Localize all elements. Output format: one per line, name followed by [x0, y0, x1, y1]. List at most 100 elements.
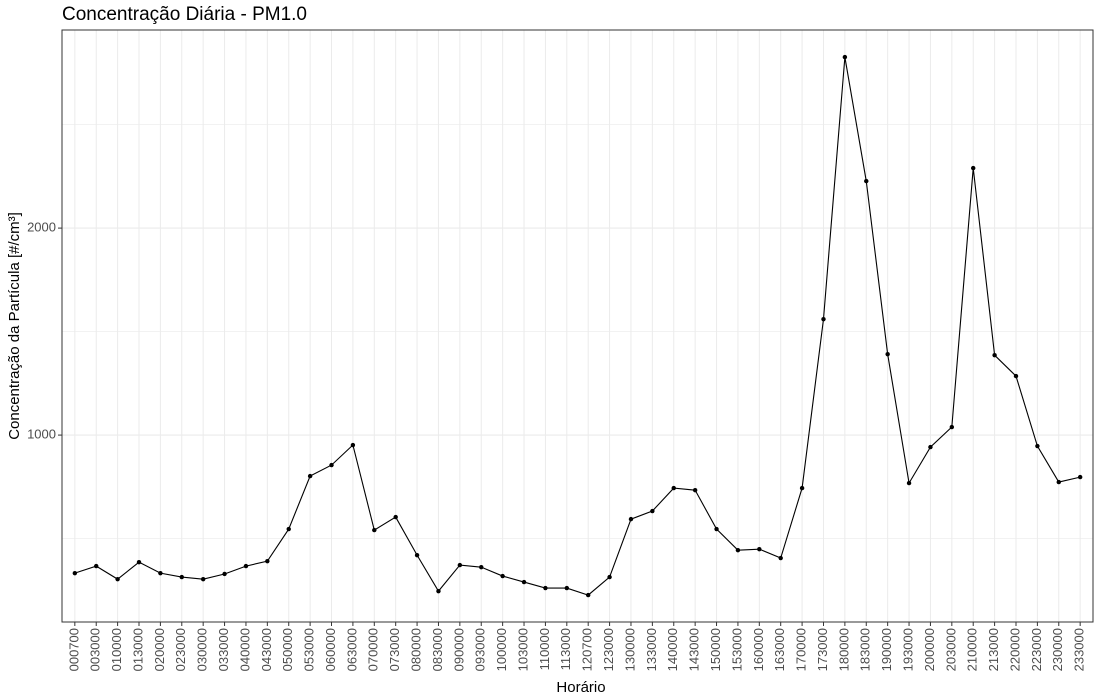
x-tick-label: 053000: [302, 628, 317, 671]
point: [650, 508, 655, 514]
x-tick-label: 180000: [836, 628, 851, 671]
point: [179, 574, 184, 580]
point: [585, 592, 591, 598]
point: [94, 563, 99, 569]
point: [158, 570, 163, 576]
x-tick-label: 210000: [965, 628, 980, 671]
x-tick-label: 223000: [1029, 628, 1044, 671]
x-tick-label: 233000: [1072, 628, 1087, 671]
point: [286, 526, 291, 532]
point: [115, 576, 120, 582]
x-tick-label: 050000: [280, 628, 295, 671]
x-tick-label: 063000: [344, 628, 359, 671]
x-tick-label: 140000: [665, 628, 680, 671]
x-tick-label: 023000: [173, 628, 188, 671]
point: [543, 585, 548, 591]
x-tick-label: 060000: [323, 628, 338, 671]
point: [757, 546, 762, 552]
x-tick-label: 130000: [622, 628, 637, 671]
x-tick-label: 093000: [473, 628, 488, 671]
x-tick-label: 103000: [515, 628, 530, 671]
x-tick-label: 183000: [858, 628, 873, 671]
x-tick-label: 113000: [558, 628, 573, 670]
x-tick-label: 040000: [237, 628, 252, 671]
point: [607, 574, 612, 580]
point: [307, 473, 313, 479]
point: [72, 570, 78, 576]
x-tick-label: 200000: [922, 628, 937, 671]
point: [992, 352, 997, 358]
point: [436, 588, 441, 594]
y-axis-title: Concentração da Partícula [#/cm³]: [6, 212, 23, 440]
x-tick-label: 000700: [66, 628, 81, 671]
point: [1013, 373, 1019, 379]
point: [1077, 474, 1083, 480]
point: [949, 424, 955, 430]
point: [885, 351, 890, 357]
point: [671, 485, 676, 491]
x-tick-label: 073000: [387, 628, 402, 671]
panel-border: [61, 29, 1094, 623]
x-tick-label: 123000: [601, 628, 616, 671]
x-tick-label: 150000: [708, 628, 723, 671]
point: [842, 54, 848, 60]
x-tick-label: 133000: [644, 628, 659, 671]
x-tick-label: 143000: [687, 628, 702, 671]
point: [243, 563, 249, 569]
x-tick-label: 153000: [729, 628, 744, 671]
x-tick-label: 160000: [751, 628, 766, 671]
x-tick-label: 013000: [130, 628, 145, 671]
x-tick-label: 193000: [900, 628, 915, 671]
point: [393, 514, 398, 520]
chart-title: Concentração Diária - PM1.0: [62, 4, 307, 25]
plot: [72, 54, 1083, 598]
point: [971, 165, 976, 171]
point: [521, 579, 527, 585]
point: [500, 573, 505, 579]
point: [821, 316, 826, 322]
point: [864, 178, 869, 184]
point: [1035, 443, 1040, 449]
line: [74, 57, 1081, 596]
x-tick-label: 010000: [109, 628, 124, 671]
x-tick-label: 003000: [88, 628, 103, 671]
x-axis-title: Horário: [556, 679, 605, 696]
point: [778, 555, 783, 561]
point: [414, 552, 420, 558]
point: [479, 564, 484, 570]
x-tick-label: 203000: [943, 628, 958, 671]
x-tick-label: 080000: [409, 628, 424, 671]
x-tick-label: 213000: [986, 628, 1001, 671]
point: [136, 559, 142, 565]
point: [928, 444, 933, 450]
x-tick-label: 120700: [580, 628, 595, 671]
x-tick-label: 170000: [794, 628, 809, 671]
point: [200, 576, 206, 582]
x-tick-label: 230000: [1050, 628, 1065, 671]
x-tick-label: 033000: [216, 628, 231, 671]
x-tick-label: 220000: [1007, 628, 1022, 671]
point: [735, 547, 741, 553]
x-tick-label: 083000: [430, 628, 445, 671]
point: [265, 558, 270, 564]
x-tick-label: 100000: [494, 628, 509, 671]
point: [906, 480, 912, 486]
point: [350, 442, 356, 448]
x-tick-label: 020000: [152, 628, 167, 671]
point: [628, 516, 634, 522]
point: [1056, 479, 1061, 485]
x-tick-label: 070000: [366, 628, 381, 671]
point: [329, 462, 334, 468]
y-tick-label: 2000: [27, 220, 56, 235]
y-tick-label: 1000: [27, 427, 56, 442]
x-tick-label: 163000: [772, 628, 787, 671]
grid: [62, 30, 1093, 622]
point: [564, 585, 570, 591]
x-tick-label: 190000: [879, 628, 894, 671]
x-tick-label: 110000: [537, 628, 552, 670]
x-tick-label: 043000: [259, 628, 274, 671]
x-tick-label: 090000: [451, 628, 466, 671]
point: [692, 487, 698, 493]
point: [372, 527, 377, 533]
